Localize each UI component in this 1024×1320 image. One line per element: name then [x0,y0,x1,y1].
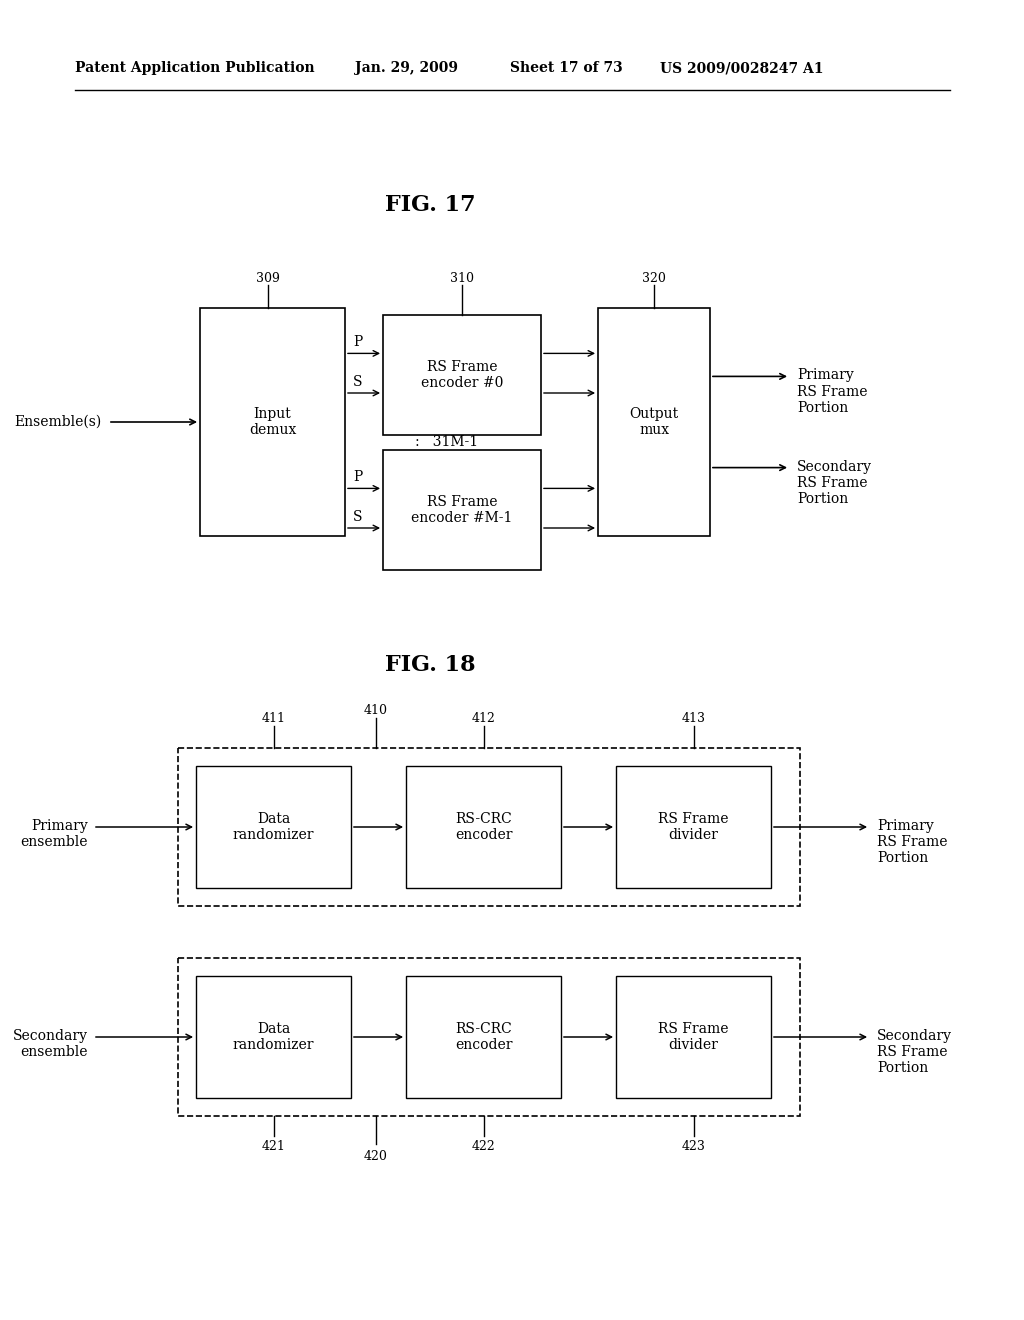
Bar [178,748,800,906]
Text: Secondary
RS Frame
Portion: Secondary RS Frame Portion [877,1030,952,1076]
Bar [196,766,351,888]
Text: Output
mux: Output mux [630,407,679,437]
Text: S: S [353,510,362,524]
Text: Primary
RS Frame
Portion: Primary RS Frame Portion [877,818,947,866]
Text: FIG. 17: FIG. 17 [385,194,475,216]
Text: FIG. 18: FIG. 18 [385,653,475,676]
Text: 410: 410 [364,704,388,717]
Text: Ensemble(s): Ensemble(s) [14,414,102,429]
Text: Secondary
RS Frame
Portion: Secondary RS Frame Portion [797,459,872,506]
Bar [196,975,351,1098]
Text: 413: 413 [682,711,706,725]
Text: Sheet 17 of 73: Sheet 17 of 73 [510,61,623,75]
Bar [406,975,561,1098]
Bar [598,308,710,536]
Text: US 2009/0028247 A1: US 2009/0028247 A1 [660,61,823,75]
Text: P: P [353,470,362,484]
Bar [178,958,800,1115]
Text: RS Frame
divider: RS Frame divider [658,1022,729,1052]
Text: :   31M-1: : 31M-1 [416,436,478,450]
Text: Jan. 29, 2009: Jan. 29, 2009 [355,61,458,75]
Bar [383,315,541,436]
Text: 421: 421 [261,1139,286,1152]
Text: 320: 320 [642,272,666,285]
Text: Data
randomizer: Data randomizer [232,1022,314,1052]
Text: RS Frame
encoder #0: RS Frame encoder #0 [421,360,503,391]
Text: 310: 310 [450,272,474,285]
Text: RS-CRC
encoder: RS-CRC encoder [455,1022,512,1052]
Text: RS-CRC
encoder: RS-CRC encoder [455,812,512,842]
Text: P: P [353,335,362,350]
Bar [616,975,771,1098]
Text: S: S [353,375,362,389]
Text: Secondary
ensemble: Secondary ensemble [13,1030,88,1059]
Bar [200,308,345,536]
Text: 411: 411 [261,711,286,725]
Text: 412: 412 [472,711,496,725]
Text: 420: 420 [365,1150,388,1163]
Text: Patent Application Publication: Patent Application Publication [75,61,314,75]
Bar [383,450,541,570]
Text: RS Frame
encoder #M-1: RS Frame encoder #M-1 [412,495,513,525]
Bar [616,766,771,888]
Text: 423: 423 [682,1139,706,1152]
Text: 422: 422 [472,1139,496,1152]
Bar [406,766,561,888]
Text: RS Frame
divider: RS Frame divider [658,812,729,842]
Text: Primary
RS Frame
Portion: Primary RS Frame Portion [797,368,867,414]
Text: Primary
ensemble: Primary ensemble [20,818,88,849]
Text: Data
randomizer: Data randomizer [232,812,314,842]
Text: 309: 309 [256,272,280,285]
Text: Input
demux: Input demux [249,407,296,437]
